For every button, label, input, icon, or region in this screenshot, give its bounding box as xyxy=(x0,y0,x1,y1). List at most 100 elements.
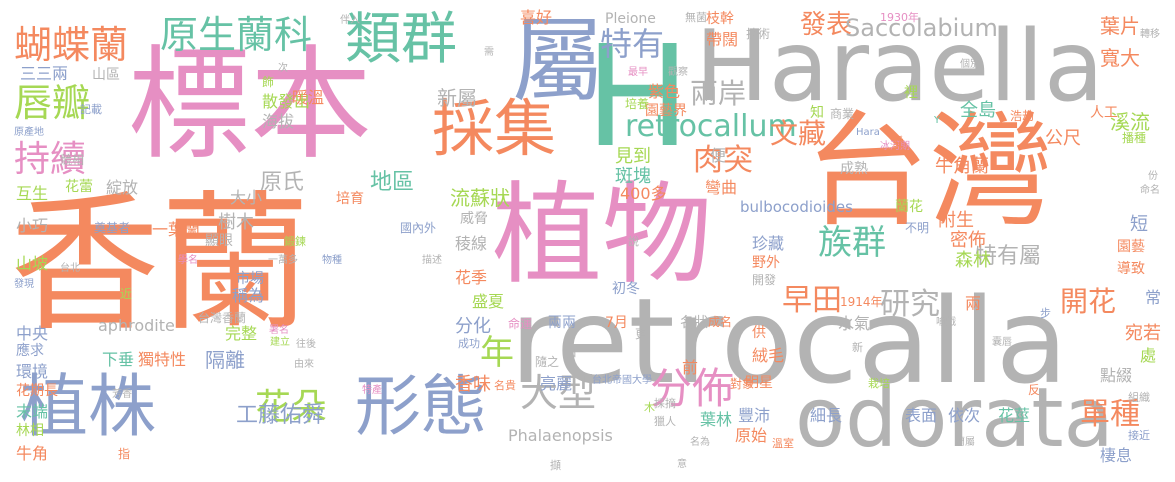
word: 飾 xyxy=(262,75,275,89)
word: 單種 xyxy=(1080,397,1140,432)
word: 盛夏 xyxy=(472,292,505,311)
word: 觀察 xyxy=(668,67,688,78)
word: 珍藏 xyxy=(752,234,785,253)
word: 依次 xyxy=(948,406,981,425)
word: 意 xyxy=(677,459,687,470)
word: 原始 xyxy=(735,426,768,445)
word: 開發 xyxy=(752,273,777,287)
word: 工藤佑舜 xyxy=(236,403,325,428)
word: 中央 xyxy=(16,324,49,343)
word: 接近 xyxy=(1128,429,1150,442)
word: 成功 xyxy=(458,337,480,350)
word: 寬大 xyxy=(1100,46,1140,70)
word: 大型 xyxy=(520,371,597,415)
word: 台北帝國大學 xyxy=(592,375,652,386)
word: 次 xyxy=(278,63,288,74)
word: 溫室 xyxy=(772,437,794,450)
word: 獨特性 xyxy=(138,350,187,369)
word: 建立 xyxy=(270,337,290,348)
word: 名貴 xyxy=(494,379,516,392)
word: 木 xyxy=(644,401,655,414)
word: 植株 xyxy=(20,368,157,447)
word: 稱為 xyxy=(232,286,265,305)
word: 個別 xyxy=(960,59,980,70)
word: 鍛鍊 xyxy=(284,235,306,248)
word: 浩劫 xyxy=(1010,109,1035,123)
word: 豐沛 xyxy=(738,406,771,425)
word: 亮麗 xyxy=(540,374,573,393)
word: 全島 xyxy=(960,100,996,121)
word: 初冬 xyxy=(612,281,640,297)
word: 兩岸 xyxy=(690,77,747,110)
word: Phalaenopsis xyxy=(508,426,613,445)
word: 特有 xyxy=(600,25,665,63)
word: retrocalla xyxy=(510,272,1068,410)
word: 絨毛 xyxy=(752,346,785,365)
word: 原生蘭科 xyxy=(160,13,313,57)
word: 樹木 xyxy=(218,212,254,233)
word: 原產地 xyxy=(14,127,44,138)
word: 命運 xyxy=(508,317,533,331)
word: 公尺 xyxy=(1045,128,1081,149)
word: 新 xyxy=(852,341,863,354)
word: 小巧 xyxy=(16,216,49,235)
word: 特有屬 xyxy=(975,244,1042,269)
word: odorata xyxy=(795,371,1114,466)
word: 海拔 xyxy=(262,112,295,131)
word: 細長 xyxy=(810,406,843,425)
word: 無菌 xyxy=(685,11,707,24)
word: 名狀 xyxy=(680,315,708,331)
word: 採摘 xyxy=(654,397,676,410)
word: 暖溫 xyxy=(292,88,325,107)
word: 族群 xyxy=(818,223,886,263)
word: 綻放 xyxy=(106,178,139,197)
word: 香味 xyxy=(455,374,491,395)
word: 花蕾 xyxy=(65,179,93,195)
word: Saccolabium xyxy=(845,14,998,42)
word: 不明 xyxy=(905,221,930,235)
word: 兩 xyxy=(965,294,982,313)
word: 獵人 xyxy=(654,415,676,428)
word: 400多 xyxy=(620,184,667,203)
word: 山坡 xyxy=(16,254,49,273)
word: Haraella xyxy=(695,10,1104,124)
word: 山區 xyxy=(92,67,120,83)
word: 台北 xyxy=(60,263,80,274)
word: 囊唇 xyxy=(992,337,1012,348)
word: 完整 xyxy=(225,324,258,343)
word: 前 xyxy=(682,358,699,377)
word: 命名 xyxy=(1140,185,1160,196)
word: 成名 xyxy=(708,315,733,329)
word: 地區 xyxy=(370,170,415,195)
word: 唇瓣 xyxy=(14,81,91,125)
word: Y xyxy=(934,115,941,126)
word: 下垂 xyxy=(102,350,135,369)
word: 裡 xyxy=(904,85,918,101)
word: 伴入 xyxy=(340,15,360,26)
word: 需 xyxy=(484,47,494,58)
word: 顯眼 xyxy=(205,233,233,249)
word: 兩兩 xyxy=(548,315,576,331)
word: retrocallum xyxy=(625,109,797,144)
word: 物種 xyxy=(322,255,342,266)
word: 組織 xyxy=(1128,391,1150,404)
word: 導致 xyxy=(1117,261,1145,277)
word: 花季 xyxy=(455,268,488,287)
word: 一萬多 xyxy=(268,255,298,266)
word: 說 xyxy=(628,235,639,248)
word: 應求 xyxy=(16,343,44,359)
word: 植物 xyxy=(492,171,712,299)
word: 屬 xyxy=(512,8,605,115)
word: 溪流 xyxy=(1110,110,1150,134)
word: bulbocodioides xyxy=(740,198,853,216)
word: 常 xyxy=(1145,288,1162,307)
word: 花朵 xyxy=(255,387,328,428)
word: 最早 xyxy=(628,67,648,78)
word: 持續 xyxy=(14,139,87,180)
word: 見到 xyxy=(615,146,651,167)
word: 蝴蝶蘭 xyxy=(14,23,129,67)
word: 早田 xyxy=(782,283,842,318)
word: 播種 xyxy=(1122,131,1147,145)
word: 由來 xyxy=(294,359,314,370)
word: 台灣 xyxy=(805,100,1054,244)
